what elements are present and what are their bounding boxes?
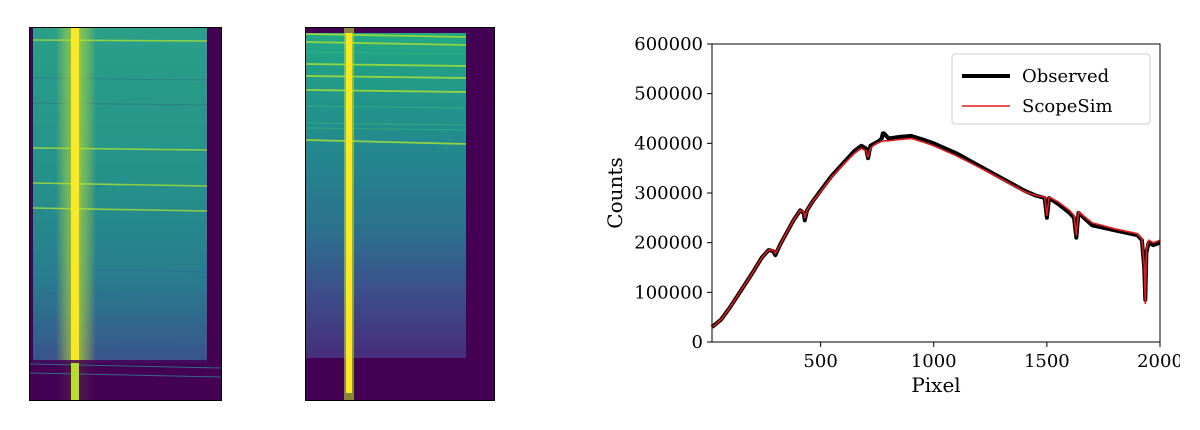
legend-label-observed: Observed <box>1022 66 1109 87</box>
series-layer <box>710 131 1161 329</box>
x-tick-label: 1000 <box>911 351 957 372</box>
series-line-observed <box>710 131 1161 329</box>
spectrum-image-left <box>29 27 222 401</box>
y-axis-label: Counts <box>603 157 627 228</box>
legend: Observed ScopeSim <box>951 53 1151 125</box>
x-tick-label: 1500 <box>1024 351 1070 372</box>
y-tick-label: 200000 <box>634 233 703 254</box>
line-chart: 500 1000 1500 2000 0 100000 200000 300000 40000… <box>603 34 1180 397</box>
object-trace <box>71 28 79 400</box>
y-tick-label: 600000 <box>634 34 703 55</box>
y-tick-label: 400000 <box>634 133 703 154</box>
dispersed-continuum <box>306 33 466 358</box>
x-axis-label: Pixel <box>911 373 960 397</box>
y-axis: 0 100000 200000 300000 400000 500000 600000 <box>634 34 712 353</box>
y-tick-label: 100000 <box>634 282 703 303</box>
y-tick-label: 0 <box>692 332 703 353</box>
y-tick-label: 300000 <box>634 183 703 204</box>
x-tick-label: 500 <box>803 351 837 372</box>
object-trace <box>346 33 352 393</box>
x-axis: 500 1000 1500 2000 <box>803 342 1180 372</box>
legend-label-scopesim: ScopeSim <box>1022 96 1113 117</box>
x-tick-label: 2000 <box>1137 351 1180 372</box>
y-tick-label: 500000 <box>634 84 703 105</box>
series-line-scopesim <box>711 137 1161 328</box>
spectrum-image-right <box>305 27 495 401</box>
